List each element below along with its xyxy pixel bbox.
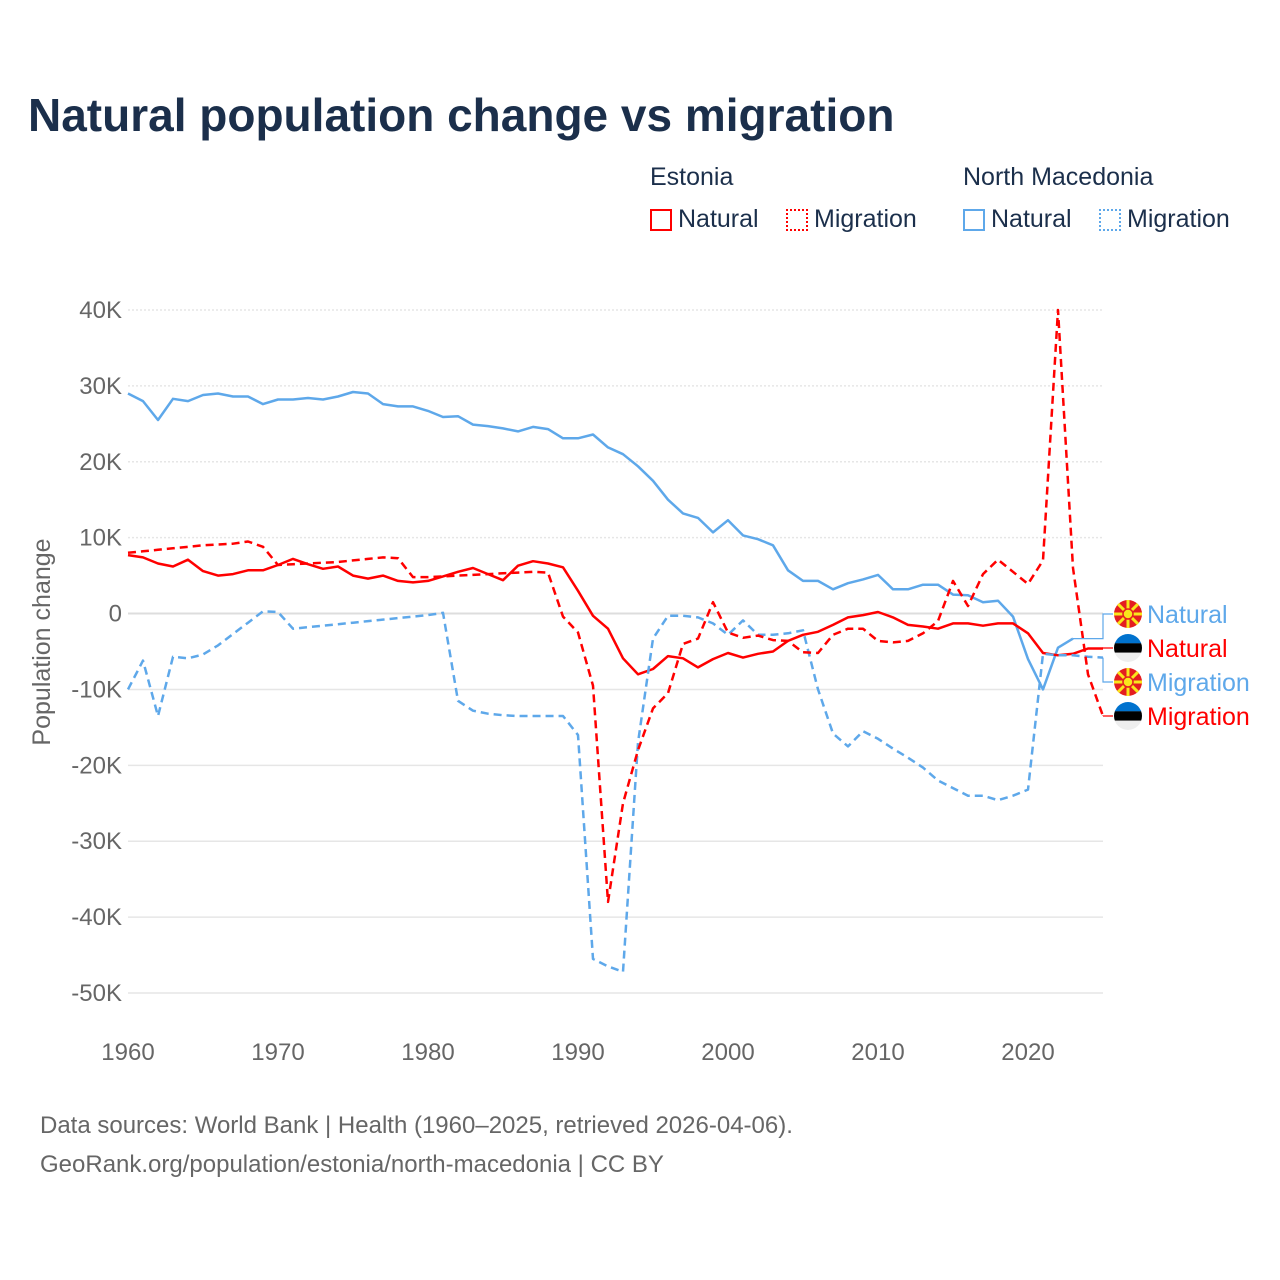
legend-swatch-solid-blue	[963, 208, 985, 231]
legend-group-estonia: Estonia	[650, 163, 734, 191]
y-tick-label: 40K	[79, 297, 122, 324]
legend-estonia-natural[interactable]: Natural	[650, 205, 759, 234]
x-tick-label: 1970	[251, 1039, 304, 1066]
series-line-north-macedonia-migration	[126, 610, 1104, 974]
legend-label: Natural	[678, 205, 759, 233]
estonia-flag-icon	[1114, 702, 1142, 730]
end-label-north-macedonia-migration: Migration	[1147, 669, 1250, 697]
source-link[interactable]: GeoRank.org/population/estonia/north-mac…	[40, 1151, 664, 1178]
series-line-north-macedonia-natural	[127, 390, 1074, 691]
y-tick-label: -20K	[71, 752, 122, 779]
legend-label: Natural	[991, 205, 1072, 233]
legend-label: Migration	[1127, 205, 1230, 233]
y-tick-label: -30K	[71, 828, 122, 855]
x-tick-label: 1980	[401, 1039, 454, 1066]
label-leader-line	[1073, 613, 1113, 640]
legend-north-macedonia-migration[interactable]: Migration	[1099, 205, 1230, 234]
x-tick-label: 1990	[551, 1039, 604, 1066]
footer: Data sources: World Bank | Health (1960–…	[40, 1106, 793, 1184]
end-label-estonia-migration: Migration	[1147, 703, 1250, 731]
series-line-estonia-natural	[127, 553, 1103, 676]
legend-north-macedonia-natural[interactable]: Natural	[963, 205, 1072, 234]
end-label-estonia-natural: Natural	[1147, 635, 1228, 663]
x-tick-label: 2020	[1001, 1039, 1054, 1066]
chart-title: Natural population change vs migration	[28, 89, 895, 141]
y-tick-label: -50K	[71, 980, 122, 1007]
x-tick-label: 2000	[701, 1039, 754, 1066]
y-tick-label: 10K	[79, 525, 122, 552]
estonia-flag-icon	[1114, 634, 1142, 662]
legend-swatch-solid-red	[650, 208, 672, 231]
y-tick-label: 30K	[79, 373, 122, 400]
north-macedonia-flag-icon	[1114, 600, 1142, 628]
x-tick-label: 2010	[851, 1039, 904, 1066]
y-tick-label: -10K	[71, 676, 122, 703]
y-axis-label: Population change	[28, 538, 56, 745]
legend-group-north-macedonia: North Macedonia	[963, 163, 1154, 191]
legend-swatch-dotted-blue	[1099, 208, 1121, 231]
x-tick-label: 1960	[101, 1039, 154, 1066]
y-tick-label: 0	[109, 601, 122, 628]
y-tick-label: 20K	[79, 449, 122, 476]
data-sources: Data sources: World Bank | Health (1960–…	[40, 1112, 793, 1139]
north-macedonia-flag-icon	[1114, 668, 1142, 696]
legend-estonia-migration[interactable]: Migration	[786, 205, 917, 234]
legend-label: Migration	[814, 205, 917, 233]
series-line-estonia-migration	[127, 308, 1105, 904]
label-leader-line	[1102, 657, 1113, 683]
y-tick-label: -40K	[71, 904, 122, 931]
end-label-north-macedonia-natural: Natural	[1147, 601, 1228, 629]
legend-swatch-dotted-red	[786, 208, 808, 231]
